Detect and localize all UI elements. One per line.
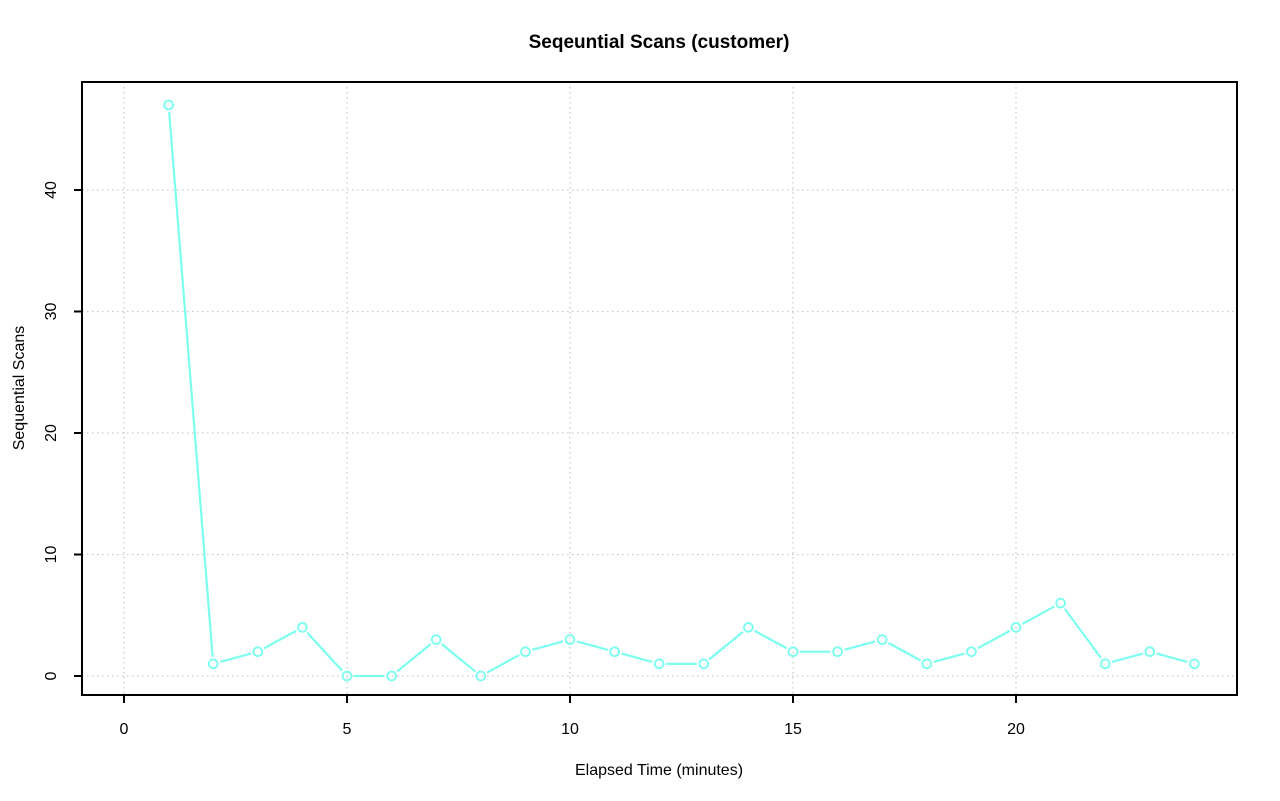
data-point-marker	[163, 99, 174, 111]
plot-border	[81, 81, 1238, 696]
data-point-marker	[876, 634, 888, 645]
x-tick-label: 0	[120, 721, 129, 738]
x-tick-label: 10	[561, 721, 579, 738]
data-point-marker	[1055, 597, 1066, 609]
series-segment	[754, 630, 788, 649]
data-point-marker	[1099, 658, 1111, 670]
series-segment	[621, 652, 653, 663]
series-segment	[486, 654, 520, 674]
data-point-marker	[564, 634, 576, 645]
series-segment	[263, 630, 297, 649]
data-point-marker	[520, 646, 531, 658]
data-point-marker	[832, 646, 843, 658]
y-tick-label: 30	[43, 303, 60, 321]
data-point-marker	[1189, 658, 1200, 670]
data-point-marker	[297, 622, 308, 633]
series-segment	[1021, 605, 1055, 625]
x-tick-label: 5	[343, 721, 352, 738]
series-segment	[1064, 608, 1102, 659]
data-point-marker	[1144, 646, 1156, 658]
data-point-marker	[386, 670, 397, 682]
data-point-marker	[341, 670, 353, 682]
data-point-marker	[698, 658, 710, 670]
data-point-marker	[787, 646, 799, 658]
data-point-marker	[743, 622, 754, 633]
y-tick-label: 10	[43, 546, 60, 564]
series-segment	[708, 631, 744, 660]
x-tick-label: 15	[784, 721, 802, 738]
data-point-marker	[653, 658, 665, 670]
y-tick-label: 40	[43, 181, 60, 199]
x-axis-title: Elapsed Time (minutes)	[574, 762, 744, 779]
chart-title: Seqeuntial Scans (customer)	[528, 32, 790, 53]
y-tick-label: 20	[43, 424, 60, 442]
y-axis-title: Sequential Scans	[11, 325, 28, 451]
series-segment	[532, 640, 564, 651]
data-point-marker	[1010, 622, 1022, 633]
data-point-marker	[430, 634, 442, 645]
data-point-marker	[252, 646, 264, 658]
y-tick-label: 0	[43, 671, 60, 680]
series-segment	[888, 642, 921, 662]
series-segment	[219, 652, 252, 663]
series-segment	[306, 632, 343, 672]
series-segment	[1111, 652, 1144, 663]
data-point-marker	[966, 646, 977, 658]
series-segment	[396, 643, 432, 673]
data-point-marker	[207, 658, 219, 670]
data-point-marker	[609, 646, 620, 658]
series-segment	[933, 652, 965, 663]
series-segment	[977, 630, 1011, 649]
data-point-marker	[921, 658, 933, 670]
series-segment	[844, 640, 876, 651]
data-point-marker	[475, 670, 487, 682]
series-segment	[441, 643, 476, 673]
series-segment	[168, 111, 214, 657]
series-segment	[1156, 652, 1188, 663]
series-segment	[576, 640, 608, 651]
x-tick-label: 20	[1007, 721, 1025, 738]
